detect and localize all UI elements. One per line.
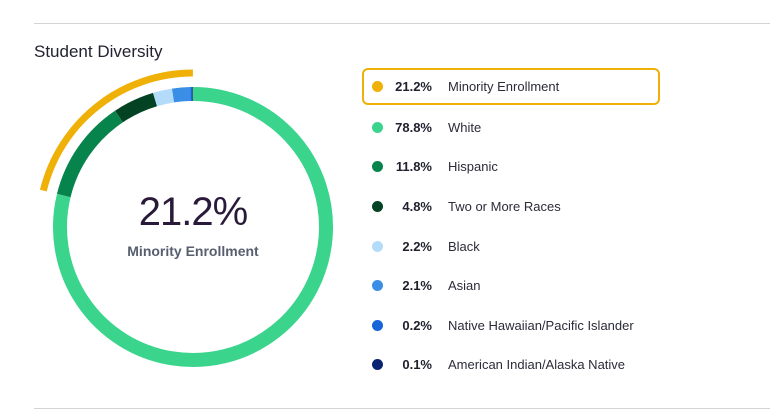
top-divider	[34, 23, 770, 24]
bottom-divider	[34, 408, 770, 409]
legend-dot-icon	[372, 359, 383, 371]
minority-outer-arc	[39, 69, 193, 192]
legend-pct: 11.8%	[395, 159, 432, 175]
legend-pct: 78.8%	[395, 119, 432, 135]
legend-dot-icon	[372, 121, 383, 133]
legend-dot-icon	[372, 240, 383, 252]
section-title: Student Diversity	[34, 42, 163, 61]
legend-label: American Indian/Alaska Native	[448, 357, 626, 373]
legend-label: White	[448, 119, 482, 135]
center-label: Minority Enrollment	[127, 243, 259, 259]
legend-item-white[interactable]: 78.8% White	[362, 108, 660, 148]
donut-segment[interactable]	[56, 110, 123, 198]
legend-label: Native Hawaiian/Pacific Islander	[448, 317, 634, 333]
legend-label: Black	[448, 238, 480, 254]
legend-pct: 21.2%	[395, 79, 432, 94]
legend-dot-icon	[372, 161, 383, 173]
legend-pct: 2.1%	[402, 278, 432, 294]
diversity-donut-chart	[39, 69, 333, 367]
donut-segment[interactable]	[153, 88, 175, 107]
legend-pct: 0.1%	[402, 357, 432, 373]
legend-dot-icon	[372, 319, 383, 331]
legend-item-minority[interactable]: 21.2% Minority Enrollment	[362, 68, 660, 105]
legend-dot-icon	[372, 280, 383, 292]
legend-label: Minority Enrollment	[448, 79, 560, 94]
legend-item-hispanic[interactable]: 11.8% Hispanic	[362, 147, 660, 187]
legend-dot-icon	[372, 81, 383, 92]
donut-segment[interactable]	[115, 92, 158, 123]
donut-segment[interactable]	[171, 87, 191, 103]
legend-item-american-indian[interactable]: 0.1% American Indian/Alaska Native	[362, 345, 660, 385]
legend-dot-icon	[372, 201, 383, 213]
legend-item-two-or-more[interactable]: 4.8% Two or More Races	[362, 187, 660, 227]
donut-segment[interactable]	[53, 87, 333, 367]
legend-pct: 0.2%	[402, 317, 432, 333]
legend-label: Two or More Races	[448, 199, 561, 215]
legend-item-pacific-islander[interactable]: 0.2% Native Hawaiian/Pacific Islander	[362, 306, 660, 346]
center-value: 21.2%	[138, 190, 248, 234]
legend: 21.2% Minority Enrollment 78.8% White 11…	[362, 68, 660, 385]
legend-label: Hispanic	[448, 159, 498, 175]
legend-label: Asian	[448, 278, 481, 294]
legend-item-asian[interactable]: 2.1% Asian	[362, 266, 660, 306]
legend-pct: 4.8%	[402, 199, 432, 215]
legend-item-black[interactable]: 2.2% Black	[362, 226, 660, 266]
legend-pct: 2.2%	[402, 238, 432, 254]
